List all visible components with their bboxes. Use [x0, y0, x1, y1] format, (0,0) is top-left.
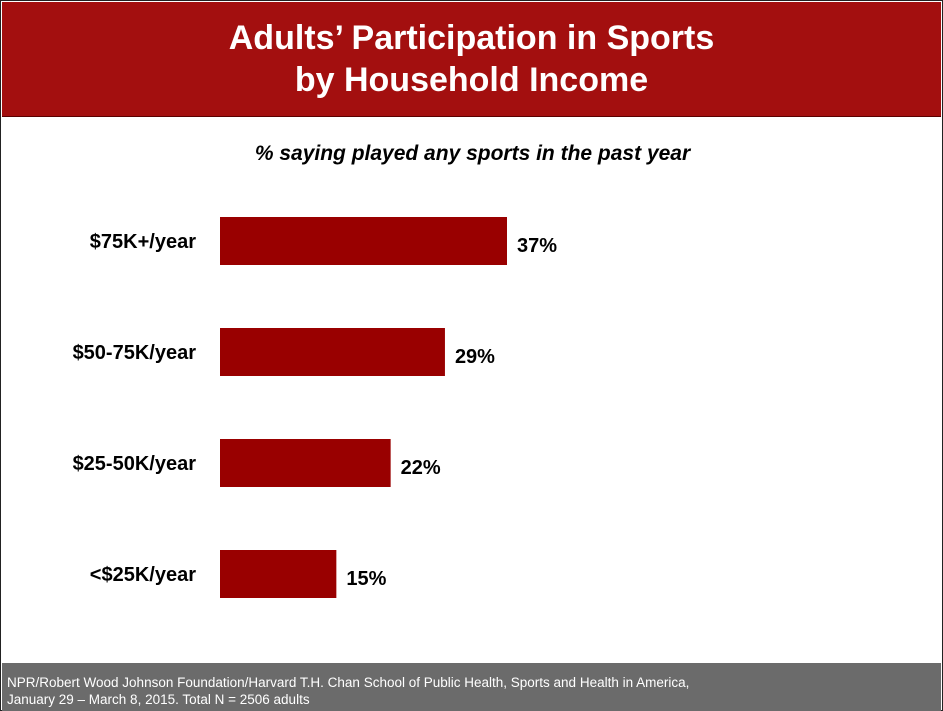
chart-subtitle: % saying played any sports in the past y…	[254, 142, 691, 165]
value-label-2: 22%	[401, 457, 441, 479]
bar-3	[220, 550, 337, 598]
category-label-1: $50-75K/year	[73, 342, 197, 364]
category-label-2: $25-50K/year	[73, 453, 197, 475]
category-label-3: <$25K/year	[90, 564, 196, 586]
bar-1	[220, 328, 445, 376]
bar-chart: $75K+/year 37% $50-75K/year 29% $25-50K/year…	[73, 217, 557, 598]
source-line-2: January 29 – March 8, 2015. Total N = 25…	[7, 692, 310, 707]
source-footer: NPR/Robert Wood Johnson Foundation/Harva…	[2, 663, 941, 711]
value-label-3: 15%	[346, 568, 386, 590]
bar-0	[220, 217, 507, 265]
title-bar: Adults’ Participation in Sports by House…	[2, 2, 941, 117]
source-line-1: NPR/Robert Wood Johnson Foundation/Harva…	[7, 675, 690, 690]
value-label-1: 29%	[455, 346, 495, 368]
category-label-0: $75K+/year	[90, 231, 196, 253]
chart-title-line-2: by Household Income	[294, 61, 649, 99]
bar-2	[220, 439, 391, 487]
chart-title-line-1: Adults’ Participation in Sports	[228, 19, 715, 57]
value-label-0: 37%	[517, 235, 557, 257]
